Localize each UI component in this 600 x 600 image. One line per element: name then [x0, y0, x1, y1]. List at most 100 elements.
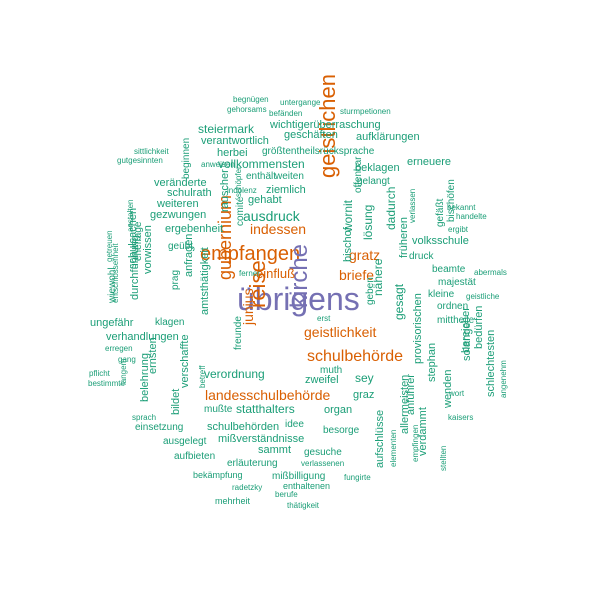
word-cloud-word: geschäften [284, 129, 338, 141]
word-cloud-word: einsetzung [135, 422, 184, 433]
word-cloud-word: herbei [217, 147, 248, 159]
word-cloud-word: gang [118, 355, 136, 364]
word-cloud-word: empfingen [411, 424, 420, 462]
word-cloud-word: untergange [280, 98, 321, 107]
word-cloud-word: sey [355, 371, 374, 385]
word-cloud-word: ziemlich [266, 184, 306, 196]
word-cloud-word: begnügen [233, 95, 269, 104]
word-cloud-word: kaisers [448, 413, 474, 422]
word-cloud-word: bekannt [447, 203, 476, 212]
word-cloud-word: comité [235, 196, 246, 226]
word-cloud-word: stephan [426, 342, 438, 382]
word-cloud-word: fungirte [344, 473, 371, 482]
word-cloud-word: verlassenen [301, 459, 345, 468]
word-cloud-word: schlechtesten [485, 329, 497, 397]
word-cloud-word: ergibt [448, 225, 469, 234]
word-cloud-word: weiteren [157, 198, 199, 210]
word-cloud-word: sammt [258, 444, 291, 456]
word-cloud-word: beamte [432, 264, 466, 275]
word-cloud-word: bischöfen [446, 179, 457, 222]
word-cloud-word: geistliche [466, 292, 500, 301]
word-cloud-word: offenbar [353, 156, 364, 193]
word-cloud-word: volksschule [412, 235, 469, 247]
word-cloud-word: ferner [239, 269, 260, 278]
word-cloud-word: verlassen [408, 188, 417, 223]
word-cloud-word: größtentheilsrücksprache [262, 146, 375, 157]
word-cloud-word: mißbilligung [272, 471, 326, 482]
word-cloud-word: erneuere [407, 156, 452, 168]
word-cloud-word: erst [317, 314, 331, 323]
word-cloud-word: schulbehörden [207, 421, 280, 433]
word-cloud-word: weiten [275, 171, 304, 182]
word-cloud-word: dadurch [384, 186, 398, 230]
word-cloud-word: ausdruck [243, 208, 300, 224]
word-cloud-word: schulbehörde [307, 348, 404, 365]
word-cloud-word: thätigkeit [287, 501, 320, 510]
word-cloud-word: kleine [428, 289, 455, 300]
word-cloud-word: gezwungen [150, 209, 207, 221]
word-cloud-word: angenehm [499, 360, 508, 398]
word-cloud-word: gesagt [392, 283, 406, 320]
word-cloud-word: idee [285, 419, 304, 430]
word-cloud-word: aufklärungen [356, 131, 420, 143]
word-cloud-word: muth [320, 365, 343, 376]
word-cloud-word: enthaltenen [283, 481, 331, 491]
word-cloud-word: bischof [342, 227, 354, 262]
word-cloud-word: sittlichkeit [134, 147, 169, 156]
word-cloud-word: statthalters [236, 402, 295, 416]
word-cloud-word: wichtigerüberraschung [270, 119, 381, 131]
word-cloud-word: betreff [198, 365, 207, 388]
word-cloud-word: wenden [442, 369, 454, 408]
word-cloud-word: organ [324, 404, 353, 416]
word-cloud-word: langem [119, 358, 128, 385]
word-cloud-word: enthält [246, 171, 277, 182]
word-cloud-word: bildet [170, 388, 182, 415]
word-cloud-word: ergebenheit [165, 223, 224, 235]
word-cloud-word: pflicht [89, 369, 110, 378]
word-cloud-word: klagen [155, 317, 185, 328]
word-cloud-word: anstalten [126, 199, 135, 232]
word-cloud-word: befänden [269, 109, 303, 118]
word-cloud-word: berufe [275, 490, 298, 499]
word-cloud-word: majestät [438, 277, 476, 288]
word-cloud-word: ausgelegt [163, 436, 207, 447]
word-cloud-word: freunde [233, 316, 244, 350]
word-cloud-word: getreuen [105, 230, 114, 262]
word-cloud-word: steiermark [198, 122, 255, 136]
word-cloud-word: anweisen [201, 160, 235, 169]
word-cloud-word: ordnen [437, 301, 469, 312]
word-cloud-word: sprach [132, 413, 157, 422]
word-cloud-word: vollkommensten [218, 157, 305, 171]
word-cloud-word: belehrung [139, 353, 151, 402]
word-cloud-word: verantwortlich [201, 135, 269, 147]
word-cloud-word: druck [409, 251, 434, 262]
word-cloud-word: indolenz [227, 186, 257, 195]
word-cloud-word: briefe [339, 267, 375, 283]
word-cloud-word: früheren [398, 217, 410, 258]
word-cloud-word: indessen [250, 221, 307, 237]
word-cloud-word: allermeisten [399, 374, 411, 434]
word-cloud-word: sturmpetionen [340, 107, 391, 116]
word-cloud-word: schulrath [167, 187, 212, 199]
word-cloud-word: zweifel [305, 374, 339, 386]
word-cloud-word: anfragen [183, 233, 195, 277]
word-cloud-word: gehabt [248, 194, 282, 206]
word-cloud-word: elementen [389, 429, 398, 467]
word-cloud-word: amtsthätigkeit [199, 247, 211, 315]
word-cloud-word: veränderte [154, 177, 207, 189]
word-cloud-word: bedürfen [473, 305, 485, 349]
word-cloud-word: solange [461, 322, 473, 361]
word-cloud-word: übrigens [237, 281, 360, 317]
word-cloud-word: ungefähr [90, 317, 134, 329]
word-cloud-word: besorge [323, 425, 360, 436]
word-cloud-word: verschaffte [179, 334, 191, 388]
word-cloud-word: stellten [439, 445, 448, 471]
word-cloud-word: erregen [105, 344, 133, 353]
word-cloud-word: mußte [204, 404, 233, 415]
word-cloud-word: gesuche [304, 447, 342, 458]
word-cloud-word: gehorsams [227, 105, 267, 114]
word-cloud-word: gelangt [357, 176, 390, 187]
word-cloud-word: geistlichkeit [304, 324, 377, 340]
word-cloud-word: beklagen [355, 162, 400, 174]
